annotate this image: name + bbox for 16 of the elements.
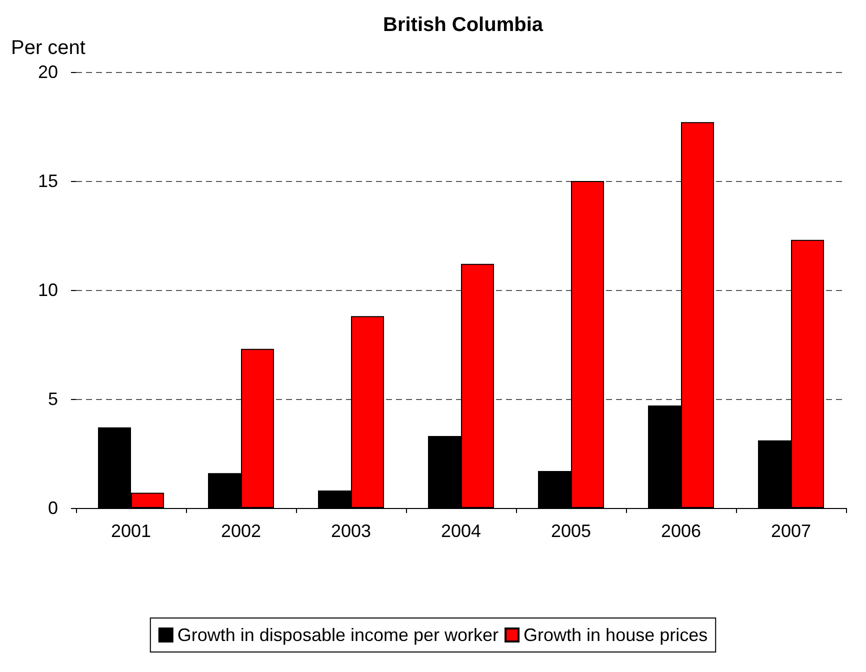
legend-label: Growth in house prices bbox=[524, 625, 708, 645]
x-tick-label: 2001 bbox=[110, 521, 152, 541]
legend-label: Growth in disposable income per worker bbox=[177, 625, 499, 645]
y-axis-title: Per cent bbox=[11, 37, 86, 59]
y-tick-label: 5 bbox=[48, 389, 58, 409]
x-tick-label: 2003 bbox=[330, 521, 372, 541]
x-tick-label: 2005 bbox=[550, 521, 592, 541]
y-tick-label: 10 bbox=[38, 280, 58, 300]
y-tick-label: 20 bbox=[38, 62, 58, 82]
x-tick-label: 2002 bbox=[220, 521, 262, 541]
x-tick-label: 2006 bbox=[660, 521, 702, 541]
y-tick-label: 0 bbox=[48, 498, 58, 518]
x-tick-label: 2004 bbox=[440, 521, 482, 541]
chart-title: British Columbia bbox=[382, 14, 544, 36]
y-tick-label: 15 bbox=[38, 171, 58, 191]
x-tick-label: 2007 bbox=[770, 521, 812, 541]
